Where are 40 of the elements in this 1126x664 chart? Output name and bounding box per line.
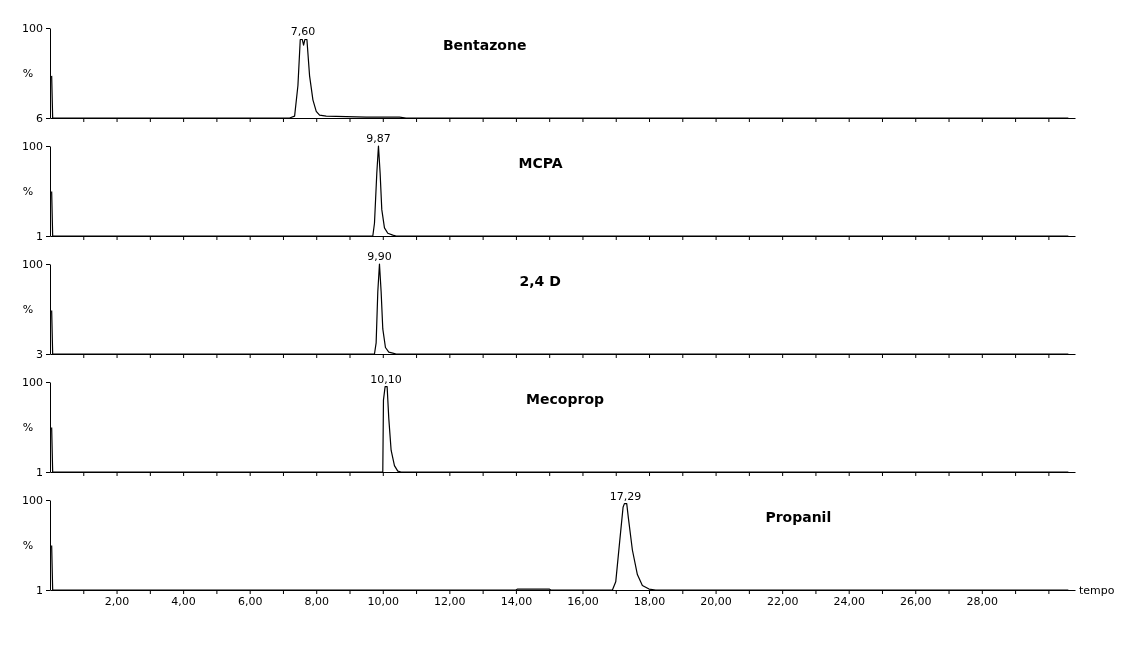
x-tick-label: 28,00 [966, 594, 999, 608]
y-axis-title: % [22, 303, 34, 316]
text: Mecoprop [526, 391, 605, 407]
text: Propanil [765, 509, 832, 525]
y-tick-label: 100 [22, 376, 43, 390]
y-tick-label: 100 [22, 140, 43, 154]
annotation: 10,10 [370, 372, 402, 386]
y-tick-label: 100 [22, 258, 43, 272]
y-tick-label: 100 [22, 22, 43, 36]
x-tick-label: 12,00 [434, 594, 466, 608]
y-tick-label: 3 [36, 348, 43, 362]
y-axis-title: % [22, 421, 34, 434]
x-tick-label: 26,00 [900, 594, 932, 608]
x-tick-label: 18,00 [633, 594, 666, 608]
text: Bentazone [442, 37, 527, 53]
x-axis-title: tempo [1079, 584, 1115, 597]
y-tick-label: 6 [36, 112, 43, 126]
annotation: 9,87 [366, 132, 391, 145]
x-tick-label: 4,00 [171, 594, 196, 608]
text: 2,4 D [519, 273, 561, 289]
x-tick-label: 22,00 [766, 594, 799, 608]
annotation: 7,60 [290, 25, 316, 39]
x-tick-label: 8,00 [304, 594, 329, 608]
y-axis-title: % [22, 539, 34, 552]
x-tick-label: 10,00 [367, 594, 400, 608]
x-tick-label: 24,00 [833, 594, 865, 608]
x-tick-label: 2,00 [104, 594, 130, 608]
x-tick-label: 16,00 [567, 594, 599, 608]
y-axis-title: % [22, 67, 34, 80]
y-tick-label: 1 [36, 230, 43, 244]
x-tick-label: 20,00 [700, 594, 732, 608]
text: MCPA [518, 155, 563, 171]
y-tick-label: 1 [36, 584, 43, 598]
x-tick-label: 6,00 [237, 594, 263, 608]
y-tick-label: 100 [22, 494, 43, 508]
y-axis-title: % [22, 185, 34, 198]
annotation: 9,90 [367, 250, 392, 263]
y-tick-label: 1 [36, 466, 43, 480]
x-tick-label: 14,00 [500, 594, 533, 608]
annotation: 17,29 [609, 489, 642, 503]
